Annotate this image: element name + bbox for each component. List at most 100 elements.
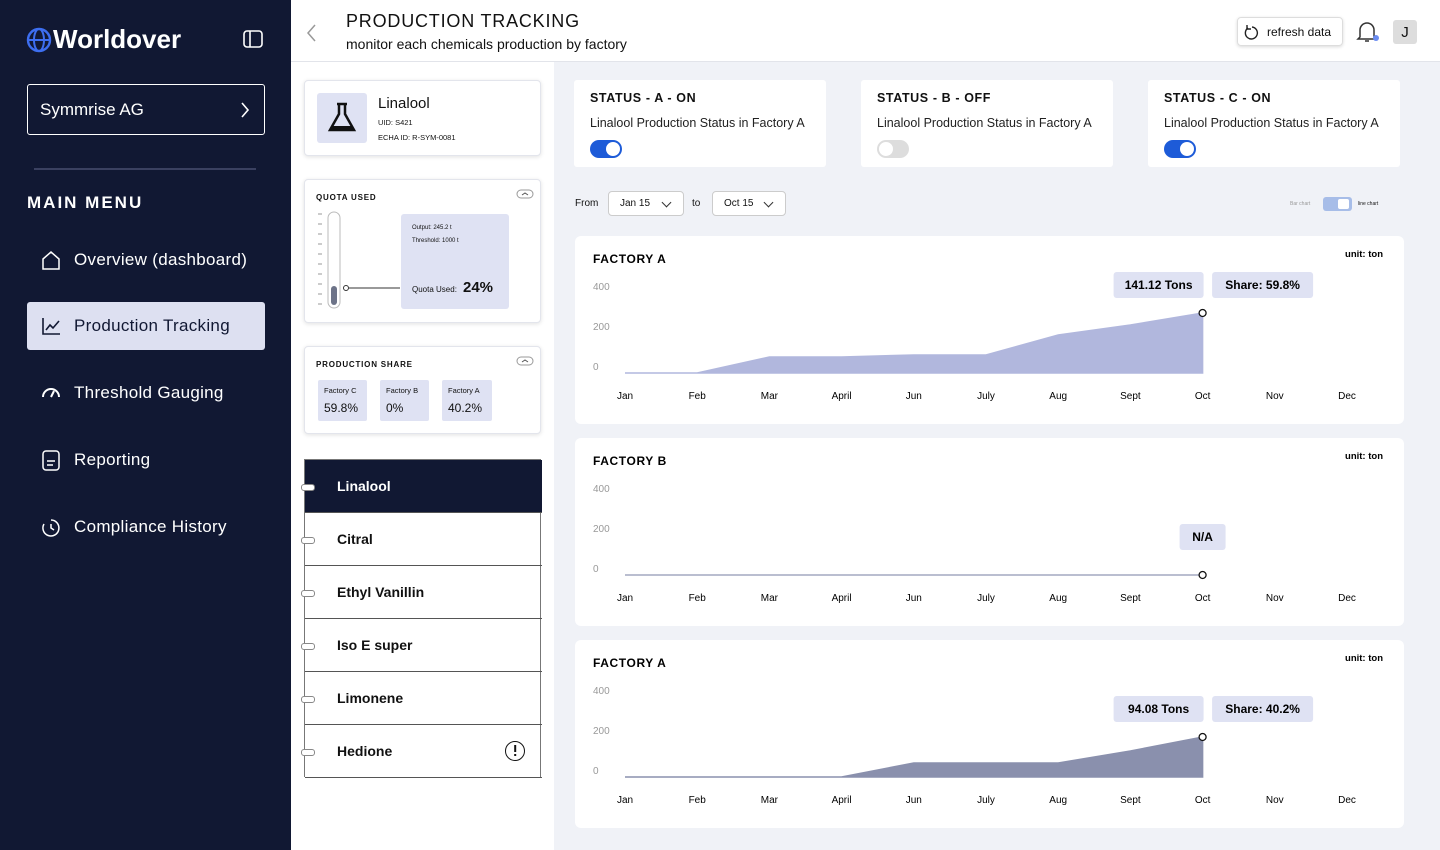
status-text: Linalool Production Status in Factory A: [877, 116, 1092, 130]
x-tick-label: Oct: [1195, 593, 1211, 604]
x-tick-label: July: [977, 391, 995, 402]
collapse-icon[interactable]: [516, 356, 534, 366]
annotation: N/A: [1192, 530, 1213, 544]
menu-item[interactable]: Reporting: [27, 436, 265, 484]
menu-item[interactable]: Overview (dashboard): [27, 236, 265, 284]
quota-gauge: [318, 211, 400, 309]
chemical-item[interactable]: Limonene: [301, 672, 542, 725]
chemical-item[interactable]: Iso E super: [301, 619, 542, 672]
status-card: STATUS - C - ON Linalool Production Statu…: [1148, 80, 1400, 167]
x-tick-label: Jun: [906, 795, 922, 806]
company-select[interactable]: Symmrise AG: [27, 84, 265, 135]
annotation-box: [1179, 524, 1226, 550]
x-tick-label: Mar: [761, 593, 779, 604]
back-button[interactable]: [307, 24, 317, 42]
avatar[interactable]: J: [1393, 20, 1417, 44]
line-chart-label: line chart: [1358, 201, 1379, 207]
menu-label: Compliance History: [74, 517, 227, 536]
chemical-item[interactable]: Citral: [301, 513, 542, 566]
share-value: 0%: [386, 401, 404, 415]
quota-card: QUOTA USED Output: 245.2 t Threshold: 10…: [304, 179, 541, 323]
x-tick-label: Feb: [689, 593, 707, 604]
annotation: Share: 59.8%: [1225, 278, 1300, 292]
y-tick-label: 400: [593, 686, 610, 697]
chart: FACTORY A unit: ton 0 200 400 Jan Feb Mar April J…: [593, 653, 1383, 806]
chart-card: FACTORY A unit: ton 0 200 400 Jan Feb Mar April J…: [575, 640, 1404, 828]
from-select[interactable]: Jan 15: [608, 191, 684, 216]
share-item: Factory C 59.8%: [318, 380, 367, 421]
status-text: Linalool Production Status in Factory A: [590, 116, 805, 130]
menu-label: Reporting: [74, 450, 151, 469]
chemical-list: Linalool Citral Ethyl Vanillin Iso E super L…: [301, 459, 542, 778]
x-tick-label: Dec: [1338, 795, 1356, 806]
share-item: Factory B 0%: [380, 380, 429, 421]
menu-item[interactable]: Production Tracking: [27, 302, 265, 350]
menu-title: MAIN MENU: [27, 193, 144, 212]
annotation-box: [1113, 272, 1204, 298]
status-text: Linalool Production Status in Factory A: [1164, 116, 1379, 130]
annotation: 141.12 Tons: [1125, 278, 1193, 292]
x-tick-label: July: [977, 795, 995, 806]
y-tick-label: 0: [593, 362, 599, 373]
x-tick-label: July: [977, 593, 995, 604]
collapse-button[interactable]: [243, 30, 263, 48]
menu-label: Production Tracking: [74, 316, 230, 335]
chemical-item[interactable]: Ethyl Vanillin: [301, 566, 542, 619]
annotation: Share: 40.2%: [1225, 702, 1300, 716]
to-label: to: [692, 198, 701, 209]
chemical-item[interactable]: Hedione: [301, 725, 542, 778]
x-tick-label: Feb: [689, 795, 707, 806]
data-point: [1198, 308, 1207, 318]
refresh-button[interactable]: refresh data: [1237, 17, 1343, 46]
chart-type-toggle[interactable]: [1323, 197, 1352, 211]
share-value: 59.8%: [324, 401, 359, 415]
x-tick-label: Sept: [1120, 795, 1141, 806]
y-tick-label: 0: [593, 766, 599, 777]
share-title: PRODUCTION SHARE: [316, 360, 413, 369]
menu-item[interactable]: Threshold Gauging: [27, 369, 265, 417]
x-tick-label: Dec: [1338, 593, 1356, 604]
x-tick-label: Sept: [1120, 593, 1141, 604]
header: PRODUCTION TRACKING monitor each chemica…: [291, 0, 1440, 62]
quota-title: QUOTA USED: [316, 193, 377, 202]
x-tick-label: Oct: [1195, 391, 1211, 402]
x-tick-label: Sept: [1120, 391, 1141, 402]
warning-icon: [505, 741, 525, 761]
y-tick-label: 200: [593, 322, 610, 333]
x-tick-label: Jan: [617, 795, 633, 806]
y-tick-label: 400: [593, 484, 610, 495]
annotation: 94.08 Tons: [1128, 702, 1189, 716]
logo-icon: [26, 27, 52, 53]
chart-title: FACTORY A: [593, 656, 666, 670]
x-tick-label: Feb: [689, 391, 707, 402]
data-point: [1198, 570, 1207, 580]
chart-card: FACTORY A unit: ton 0 200 400 Jan Feb Mar April J…: [575, 236, 1404, 424]
status-toggle[interactable]: [877, 140, 909, 158]
share-card: PRODUCTION SHARE Factory C 59.8% Factory B…: [304, 346, 541, 434]
brand: Worldover: [53, 24, 182, 54]
y-tick-label: 0: [593, 564, 599, 575]
menu-label: Threshold Gauging: [74, 383, 224, 402]
sidebar: Worldover Symmrise AG MAIN MENU Overview…: [0, 0, 291, 850]
status-toggle[interactable]: [590, 140, 622, 158]
page-subtitle: monitor each chemicals production by fac…: [346, 36, 627, 52]
x-tick-label: Aug: [1049, 593, 1067, 604]
quota-used-value: 24%: [463, 279, 494, 296]
status-toggle[interactable]: [1164, 140, 1196, 158]
to-select[interactable]: Oct 15: [712, 191, 786, 216]
chemical-item[interactable]: Linalool: [301, 460, 542, 513]
y-tick-label: 400: [593, 282, 610, 293]
chart-title: FACTORY B: [593, 454, 667, 468]
annotation-box: [1212, 272, 1314, 298]
status-card: STATUS - B - OFF Linalool Production Stat…: [861, 80, 1113, 167]
product-icon: [317, 93, 367, 143]
collapse-icon[interactable]: [516, 189, 534, 199]
annotation-box: [1113, 696, 1204, 722]
data-point: [1198, 732, 1207, 742]
notification-bell[interactable]: [1356, 19, 1380, 45]
share-item: Factory A 40.2%: [442, 380, 492, 421]
menu-item[interactable]: Compliance History: [27, 503, 265, 551]
x-tick-label: Nov: [1266, 593, 1284, 604]
x-tick-label: April: [832, 391, 852, 402]
